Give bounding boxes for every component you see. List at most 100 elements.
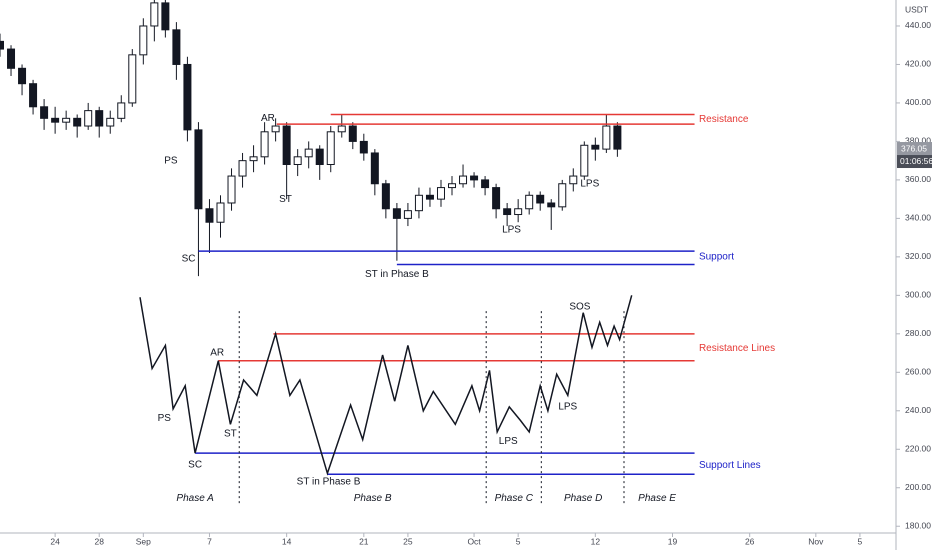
annotation: SC — [188, 459, 202, 470]
annotation: Support Lines — [699, 460, 761, 471]
x-tick-label: 28 — [94, 536, 104, 546]
y-tick-label: 420.00 — [905, 59, 931, 69]
annotation: ST in Phase B — [365, 269, 429, 280]
y-tick-label: 440.00 — [905, 20, 931, 30]
x-tick-label: 12 — [591, 536, 601, 546]
candle-body — [425, 194, 434, 200]
x-tick-label: 19 — [668, 536, 678, 546]
annotation: LPS — [580, 178, 599, 189]
candle-body — [580, 144, 589, 177]
candle-body — [95, 110, 104, 127]
annotation: Phase C — [495, 493, 534, 504]
candle-body — [514, 208, 523, 216]
plot-area — [0, 0, 695, 504]
candle-body — [73, 117, 82, 127]
annotation: ST — [224, 429, 237, 440]
candle-body — [315, 148, 324, 166]
candle-body — [304, 148, 313, 158]
candle-body — [62, 117, 71, 123]
x-tick-label: 21 — [359, 536, 369, 546]
candle-body — [282, 125, 291, 166]
candle-body — [503, 208, 512, 216]
annotation: Support — [699, 252, 734, 263]
candle-body — [271, 125, 280, 133]
candle-body — [370, 152, 379, 185]
x-tick-label: 5 — [516, 536, 521, 546]
candle-body — [293, 156, 302, 166]
candle-body — [436, 187, 445, 200]
countdown-label: 01:06:56 — [900, 156, 932, 166]
y-tick-label: 300.00 — [905, 290, 931, 300]
currency-label: USDT — [905, 4, 928, 14]
candle-body — [0, 40, 4, 50]
candle-body — [414, 194, 423, 212]
annotation: Resistance Lines — [699, 343, 775, 354]
candle-body — [51, 117, 60, 123]
y-tick-label: 280.00 — [905, 328, 931, 338]
annotation: AR — [261, 113, 275, 124]
annotation: SC — [182, 253, 196, 264]
candle-body — [260, 131, 269, 158]
last-price-box — [897, 142, 932, 156]
candle-body — [547, 202, 556, 208]
y-tick-label: 320.00 — [905, 251, 931, 261]
candle-body — [481, 179, 490, 189]
y-tick-label: 260.00 — [905, 367, 931, 377]
x-tick-label: Sep — [136, 536, 151, 546]
candle-body — [194, 129, 203, 210]
last-price-label: 376.05 — [901, 143, 927, 153]
x-tick-label: 5 — [858, 536, 863, 546]
candle-body — [117, 102, 126, 119]
candle-body — [326, 131, 335, 166]
annotation: Phase A — [176, 493, 214, 504]
candle-body — [448, 183, 457, 189]
x-tick-label: 26 — [745, 536, 755, 546]
y-tick-label: 380.00 — [905, 136, 931, 146]
candle-body — [128, 54, 137, 104]
candle-body — [227, 175, 236, 204]
candle-body — [172, 29, 181, 65]
candle-body — [29, 83, 38, 108]
candle-body — [84, 110, 93, 127]
annotation: Phase B — [354, 493, 392, 504]
candle-body — [216, 202, 225, 223]
candle-body — [337, 125, 346, 133]
candle-body — [7, 48, 16, 69]
x-tick-label: 24 — [50, 536, 60, 546]
candle-body — [569, 175, 578, 185]
candle-body — [139, 25, 148, 56]
annotation: ST — [279, 194, 292, 205]
annotation: PS — [158, 413, 172, 424]
candle-body — [40, 106, 49, 119]
candle-body — [348, 125, 357, 142]
y-tick-label: 220.00 — [905, 444, 931, 454]
candle-body — [18, 67, 27, 85]
annotation: ST in Phase B — [297, 477, 361, 488]
candle-body — [492, 187, 501, 210]
candle-body — [591, 144, 600, 150]
candle-body — [161, 2, 170, 31]
candle-body — [536, 194, 545, 204]
y-tick-label: 180.00 — [905, 520, 931, 530]
schematic-line — [139, 295, 633, 476]
y-tick-label: 340.00 — [905, 213, 931, 223]
x-tick-label: Oct — [467, 536, 481, 546]
y-tick-label: 240.00 — [905, 405, 931, 415]
x-tick-label: 25 — [403, 536, 413, 546]
annotation: Phase E — [638, 493, 676, 504]
y-tick-label: 200.00 — [905, 482, 931, 492]
annotation: LPS — [502, 225, 521, 236]
annotation: AR — [210, 348, 224, 359]
candle-body — [106, 117, 115, 127]
candle-body — [613, 125, 622, 150]
candle-body — [249, 156, 258, 162]
annotation: PS — [164, 155, 178, 166]
candle-body — [150, 2, 159, 27]
candle-body — [238, 160, 247, 177]
candle-body — [381, 183, 390, 210]
x-tick-label: Nov — [808, 536, 824, 546]
candle-body — [459, 175, 468, 185]
annotation: SOS — [569, 302, 590, 313]
candle-body — [558, 183, 567, 208]
